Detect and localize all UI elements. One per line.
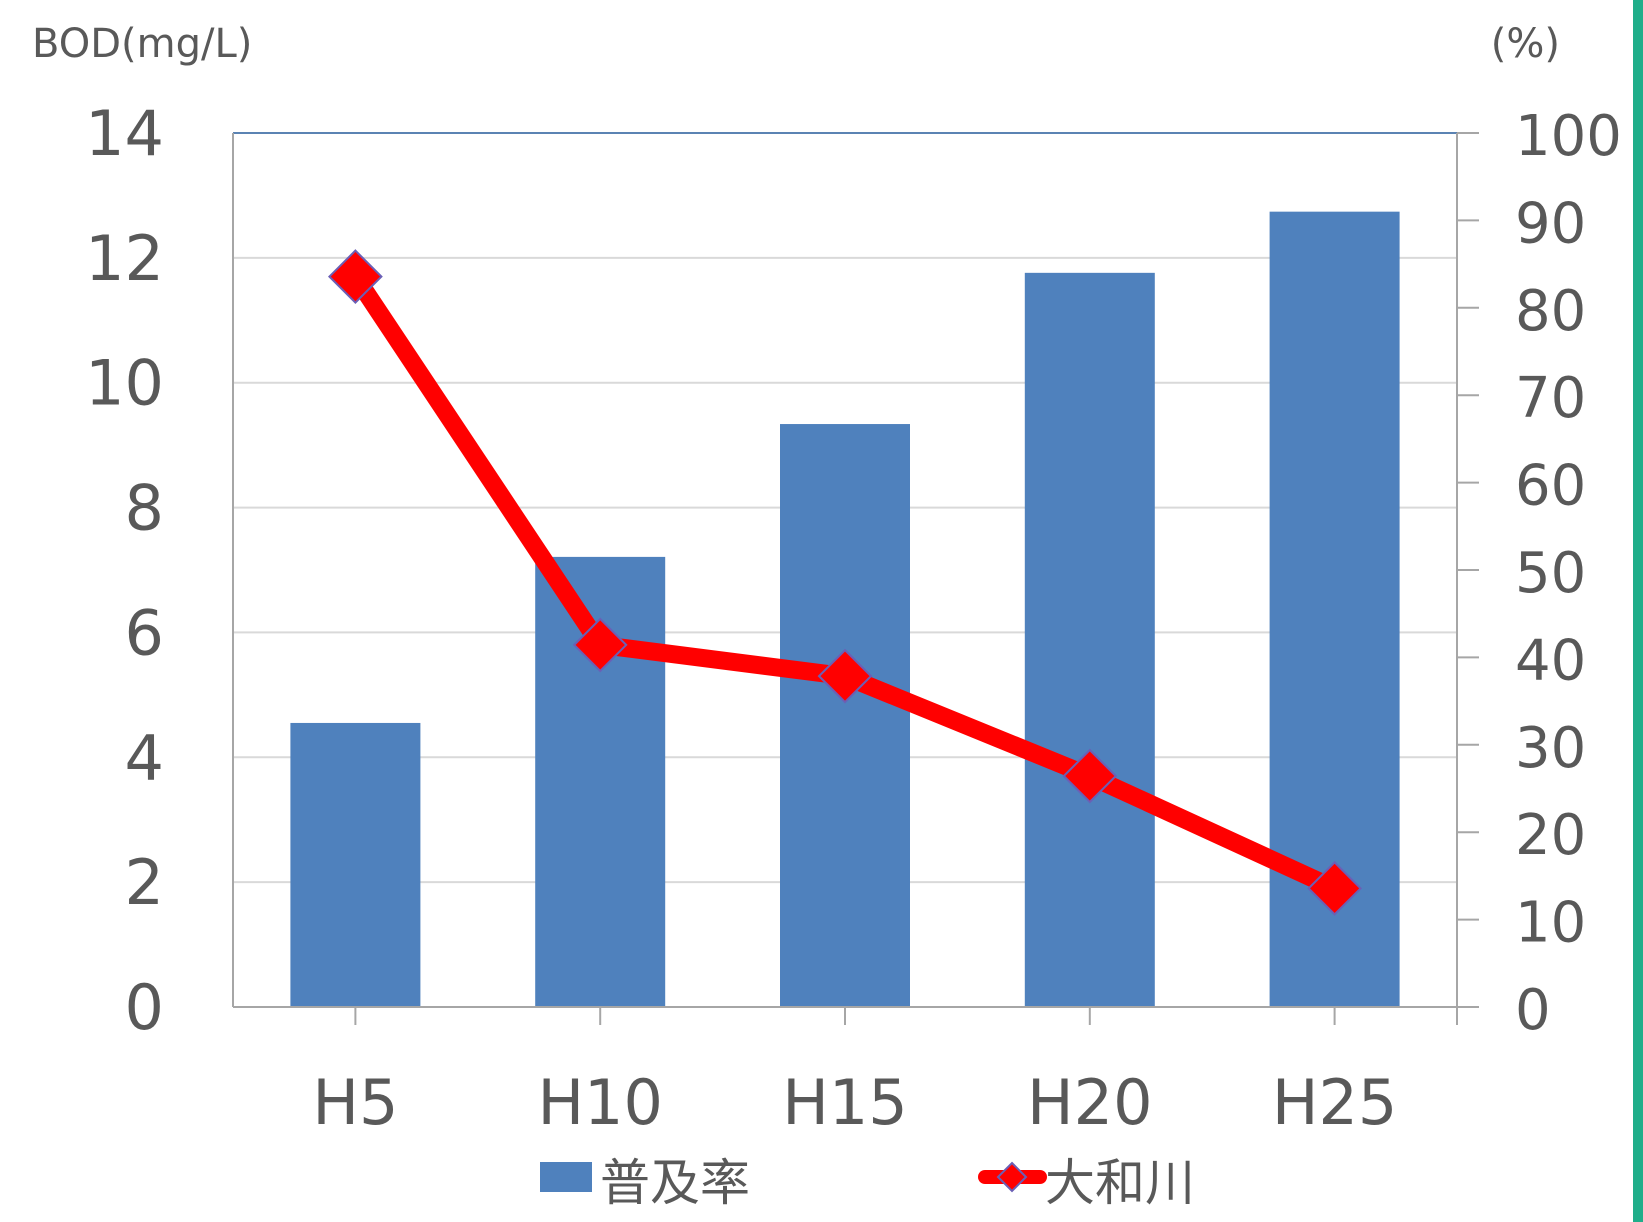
legend: 普及率 大和川 [540,1154,1195,1212]
line-marker-h25 [1307,860,1363,916]
right-tick-label: 30 [1515,716,1586,781]
x-tick-label-h20: H20 [1027,1066,1153,1139]
right-tick-label: 0 [1515,978,1551,1043]
right-tick-label: 100 [1515,104,1622,169]
right-edge-accent [1633,0,1643,1222]
right-axis-title: (%) [1491,21,1560,67]
bar-h20 [1024,272,1155,1008]
right-tick-label: 50 [1515,541,1586,606]
line-marker-h15 [817,648,873,704]
x-tick-label-h5: H5 [312,1066,398,1139]
legend-label-bar: 普及率 [600,1154,750,1212]
x-tick-label-h25: H25 [1272,1066,1398,1139]
line-marker-h20 [1062,748,1118,804]
x-tick-label-h15: H15 [782,1066,908,1139]
legend-swatch-bar [540,1162,592,1192]
bar-h15 [780,424,910,1007]
bar-h5 [290,722,421,1007]
line-marker-h10 [572,617,628,673]
right-tick-label: 80 [1515,279,1586,344]
right-tick-label: 40 [1515,628,1586,693]
left-tick-label: 14 [85,97,164,170]
x-tick-label-h10: H10 [537,1066,663,1139]
right-tick-label: 10 [1515,891,1586,956]
right-tick-label: 70 [1515,366,1586,431]
legend-marker-diamond [996,1161,1028,1193]
axes: H5 H10 H15 H20 H25 0 2 4 6 8 10 12 14 0 10 20 30 40 50 60 70… [85,97,1622,1139]
left-tick-label: 10 [85,347,164,420]
right-tick-label: 90 [1515,191,1586,256]
left-tick-label: 12 [85,222,164,295]
bar-series [290,211,1400,1008]
left-axis-title: BOD(mg/L) [32,21,252,67]
legend-label-line: 大和川 [1045,1154,1195,1212]
left-tick-label: 8 [125,472,164,545]
line-marker-h5 [327,249,383,304]
right-tick-label: 20 [1515,803,1586,868]
right-tick-label: 60 [1515,454,1586,519]
left-tick-label: 6 [125,596,164,669]
line-series [327,249,1363,916]
left-tick-label: 4 [125,721,164,794]
left-tick-label: 0 [125,971,164,1044]
left-tick-label: 2 [125,846,164,919]
